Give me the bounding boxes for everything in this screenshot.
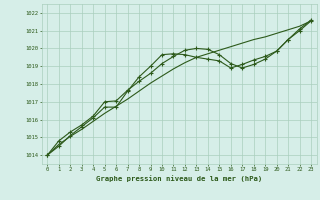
X-axis label: Graphe pression niveau de la mer (hPa): Graphe pression niveau de la mer (hPa) (96, 175, 262, 182)
